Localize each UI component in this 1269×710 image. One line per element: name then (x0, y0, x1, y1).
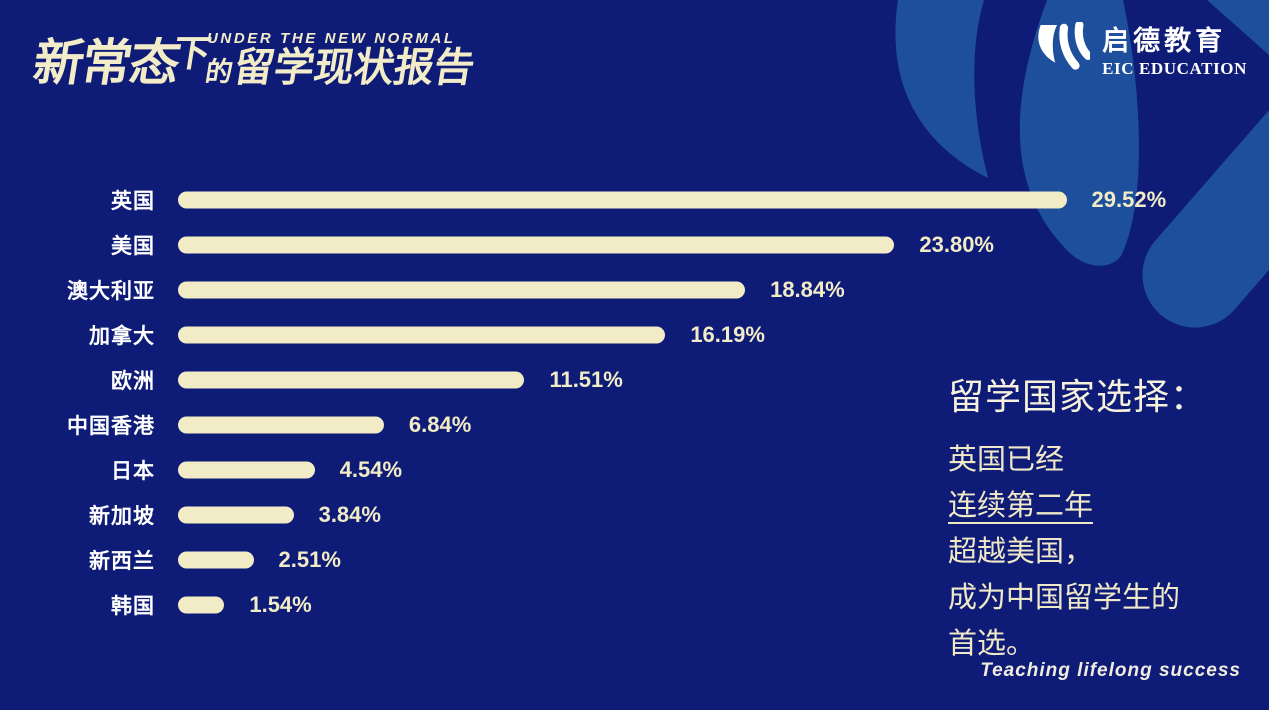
value-label: 11.51% (549, 367, 623, 392)
category-label: 加拿大 (89, 325, 155, 348)
bar (178, 461, 315, 479)
brand-tagline: Teaching lifelong success (980, 660, 1241, 681)
category-label: 中国香港 (67, 415, 155, 438)
brand-logo: 启德教育 EIC EDUCATION (1032, 22, 1247, 84)
annotation-heading: 留学国家选择： (948, 376, 1208, 417)
value-label: 1.54% (249, 592, 312, 617)
bar (178, 236, 895, 254)
bar (178, 551, 254, 569)
bar (178, 371, 525, 389)
brand-name-cn: 启德教育 (1102, 25, 1227, 56)
bar (178, 596, 225, 614)
annotation-line: 首选。 (948, 628, 1036, 660)
value-label: 4.54% (339, 457, 403, 482)
bar (178, 416, 384, 434)
bar (178, 191, 1067, 209)
brand-name-en: EIC EDUCATION (1102, 59, 1247, 79)
annotation-line: 超越美国， (948, 536, 1094, 568)
value-label: 2.51% (278, 547, 341, 572)
chart-row: 韩国 1.54% (0, 592, 1269, 618)
value-label: 29.52% (1091, 187, 1167, 212)
category-label: 韩国 (111, 595, 155, 618)
annotation-line: 英国已经 (948, 444, 1065, 476)
category-label: 澳大利亚 (67, 280, 155, 303)
category-label: 日本 (111, 460, 155, 483)
annotation-block: 留学国家选择： 英国已经连续第二年超越美国， 成为中国留学生的 首选。 (948, 368, 1207, 667)
category-label: 新加坡 (89, 505, 155, 528)
category-label: 欧洲 (111, 370, 155, 393)
value-label: 16.19% (690, 322, 765, 347)
chart-row: 加拿大 16.19% (0, 322, 1269, 348)
category-label: 美国 (111, 235, 155, 258)
chart-row: 美国 23.80% (0, 232, 1269, 258)
value-label: 23.80% (919, 232, 994, 257)
value-label: 18.84% (770, 277, 845, 302)
annotation-lines: 英国已经连续第二年超越美国， 成为中国留学生的 首选。 (948, 437, 1207, 667)
brand-text: 启德教育 EIC EDUCATION (1102, 25, 1247, 80)
chart-row: 英国 29.52% (0, 187, 1269, 213)
value-label: 3.84% (318, 502, 381, 527)
bar (178, 281, 746, 299)
chart-row: 新西兰 2.51% (0, 547, 1269, 573)
report-title-en: UNDER THE NEW NORMAL (207, 30, 456, 47)
category-label: 英国 (111, 190, 155, 213)
eic-logo-icon (1038, 22, 1091, 70)
chart-row: 欧洲 11.51% (0, 367, 1269, 393)
chart-row: 澳大利亚 18.84% (0, 277, 1269, 303)
chart-row: 中国香港 6.84% (0, 412, 1269, 438)
chart-row: 新加坡 3.84% (0, 502, 1269, 528)
value-label: 6.84% (408, 412, 472, 437)
annotation-line: 连续第二年 (948, 490, 1094, 522)
category-label: 新西兰 (89, 550, 155, 573)
chart-row: 日本 4.54% (0, 457, 1269, 483)
bar (178, 506, 294, 524)
annotation-line: 成为中国留学生的 (948, 582, 1181, 614)
bar (178, 326, 666, 344)
